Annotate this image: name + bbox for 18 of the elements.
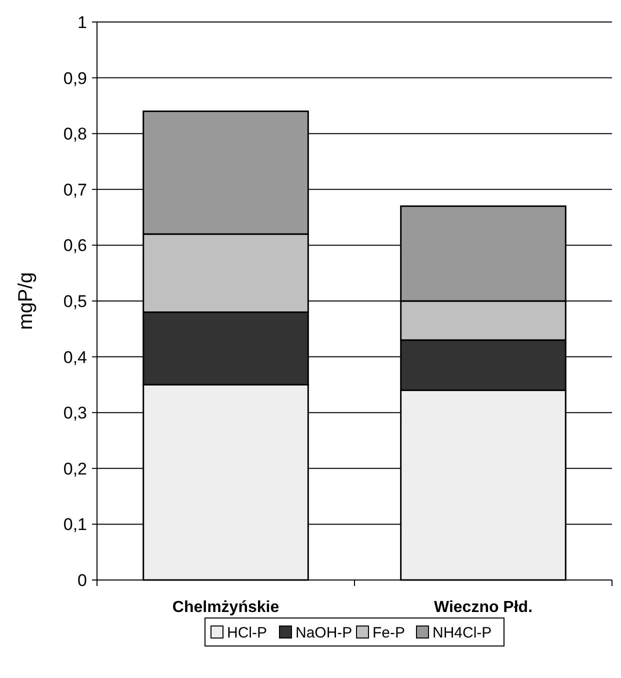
y-tick-label: 0,8: [63, 124, 87, 144]
legend-label: NH4Cl-P: [432, 624, 492, 642]
x-tick-label: Wieczno Płd.: [434, 599, 533, 616]
y-tick-label: 0,4: [63, 348, 87, 367]
x-tick-label: Chelmżyńskie: [172, 599, 280, 616]
y-tick-label: 0,7: [63, 180, 87, 200]
y-tick-label: 0,1: [63, 515, 87, 534]
y-tick-label: 0,5: [63, 292, 87, 311]
y-tick-label: 1: [78, 12, 87, 32]
y-tick-label: 0: [78, 570, 87, 590]
y-tick-label: 0,6: [63, 236, 87, 256]
y-tick-label: 0,2: [63, 459, 87, 478]
legend-label: NaOH-P: [296, 624, 352, 642]
y-tick-label: 0,3: [63, 404, 87, 423]
y-axis-title: mgP/g: [15, 272, 37, 330]
y-tick-label: 0,9: [63, 68, 87, 88]
legend-label: Fe-P: [372, 624, 406, 642]
legend-label: HCl-P: [227, 624, 267, 642]
